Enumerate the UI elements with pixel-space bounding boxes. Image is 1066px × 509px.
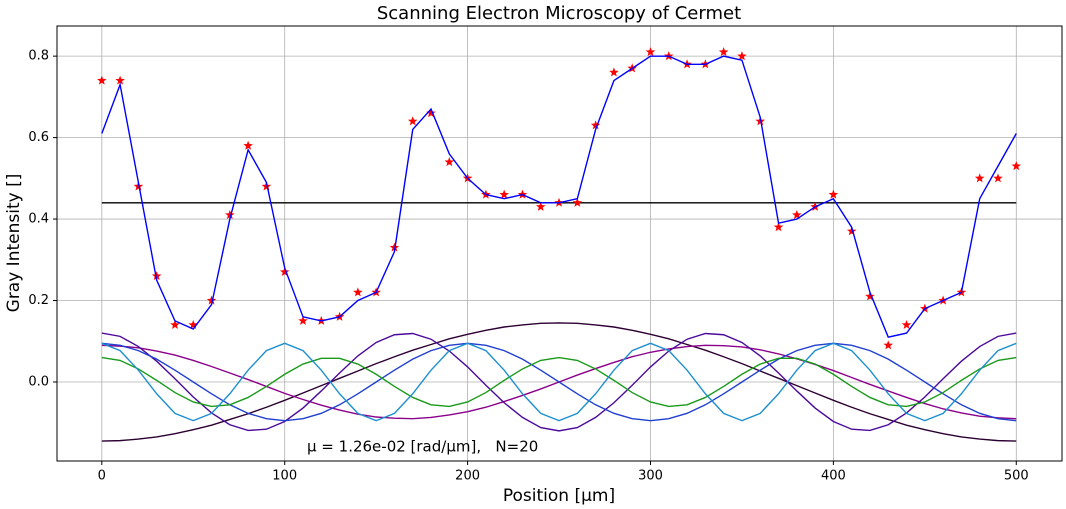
series-line xyxy=(101,342,1017,422)
data-point xyxy=(792,209,802,220)
y-axis-label: Gray Intensity [] xyxy=(4,174,24,313)
data-point xyxy=(170,319,180,330)
data-point xyxy=(993,173,1003,183)
data-point xyxy=(590,120,601,130)
data-point xyxy=(206,295,217,305)
data-point xyxy=(609,67,619,77)
data-point xyxy=(115,75,125,85)
data-point xyxy=(536,201,546,211)
data-point xyxy=(225,209,235,220)
x-tick-label: 200 xyxy=(455,469,480,484)
data-point xyxy=(279,267,290,277)
data-point xyxy=(718,47,729,57)
y-tick-label: 0.6 xyxy=(28,130,49,145)
annotation: μ = 1.26e-02 [rad/μm], N=20 xyxy=(307,438,538,456)
data-point xyxy=(353,287,363,297)
x-tick-label: 500 xyxy=(1004,469,1029,484)
data-point xyxy=(901,319,912,330)
x-axis-label: Position [μm] xyxy=(503,486,615,506)
data-point xyxy=(1011,161,1022,171)
series-line xyxy=(101,356,1017,408)
data-point xyxy=(828,189,839,199)
y-tick-label: 0.2 xyxy=(28,293,49,308)
y-tick-label: 0.8 xyxy=(28,49,49,64)
data-point xyxy=(444,157,455,167)
axes-frame xyxy=(56,25,1063,462)
data-point xyxy=(426,108,436,118)
x-tick-label: 0 xyxy=(98,469,106,484)
data-point xyxy=(151,271,162,281)
data-point xyxy=(298,315,308,325)
data-point xyxy=(737,51,747,61)
data-point xyxy=(974,173,985,183)
data-point xyxy=(846,226,857,236)
data-point xyxy=(883,340,894,350)
data-point xyxy=(499,189,509,199)
data-point xyxy=(97,75,107,85)
x-tick-label: 100 xyxy=(272,469,297,484)
y-tick-label: 0.4 xyxy=(28,212,49,227)
series-line xyxy=(101,332,1017,432)
series-line xyxy=(101,55,1017,338)
data-point xyxy=(407,116,418,126)
data-point xyxy=(243,140,253,150)
plot-area xyxy=(57,26,1062,461)
x-tick-label: 400 xyxy=(821,469,846,484)
chart-title: Scanning Electron Microscopy of Cermet xyxy=(377,3,741,24)
data-point xyxy=(645,47,656,57)
data-point xyxy=(261,181,272,191)
data-point xyxy=(865,291,875,301)
data-point xyxy=(188,319,199,330)
data-point xyxy=(572,197,583,207)
series-line xyxy=(101,322,1017,442)
x-tick-label: 300 xyxy=(638,469,663,484)
data-point xyxy=(773,222,784,232)
y-tick-label: 0.0 xyxy=(28,374,49,389)
series-line xyxy=(101,342,1017,422)
